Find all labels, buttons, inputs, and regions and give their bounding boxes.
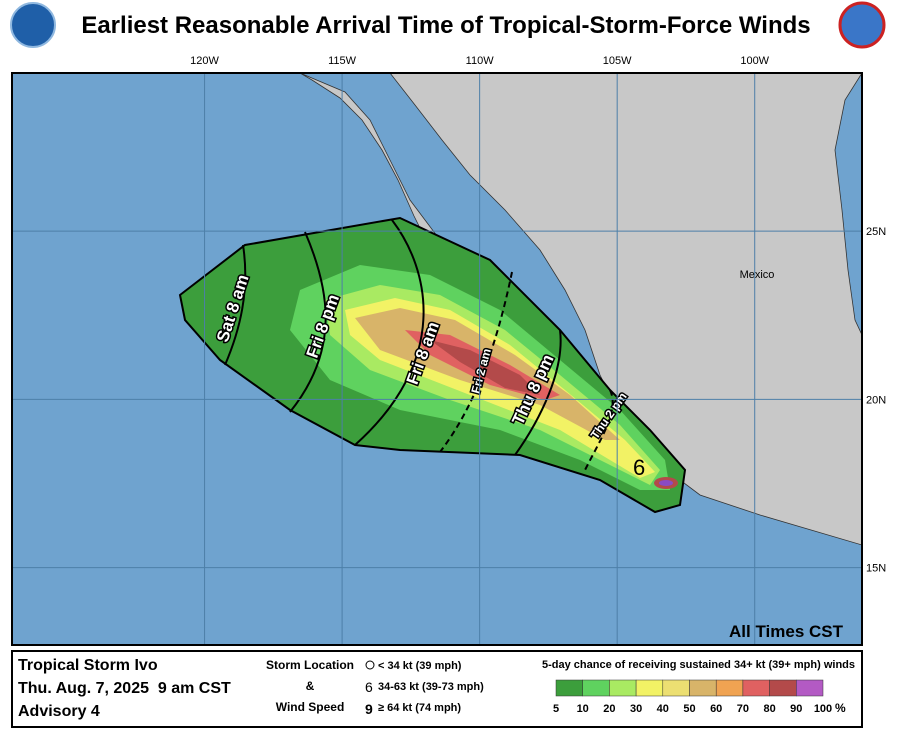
legend-swatch <box>662 679 690 697</box>
land <box>389 73 862 546</box>
advisory-time: Thu. Aug. 7, 2025 9 am CST <box>18 680 231 697</box>
legend-tick: 40 <box>657 703 669 715</box>
gulf <box>834 73 862 336</box>
lon-label: 120W <box>190 55 219 67</box>
lon-label: 105W <box>603 55 632 67</box>
legend-swatch <box>609 679 637 697</box>
legend-tick: 80 <box>763 703 775 715</box>
legend-swatch <box>635 679 664 697</box>
legend-tick: 20 <box>603 703 615 715</box>
swath <box>430 340 540 395</box>
storm-symbol: 6 <box>633 455 645 480</box>
legend-tick: 10 <box>577 703 589 715</box>
map-frame <box>11 72 863 646</box>
storm-name: Tropical Storm Ivo <box>18 657 158 674</box>
advisory-number: Advisory 4 <box>18 703 100 720</box>
lon-label: 115W <box>328 55 357 67</box>
key-symbol: 6 <box>365 679 373 695</box>
lat-label: 15N <box>866 563 886 575</box>
legend-tick: 5 <box>553 703 559 715</box>
map: 6 Mexico Sat 8 am Fri 8 pm Fri 8 am Fri … <box>12 73 862 645</box>
legend: 5 10 20 30 40 50 60 70 80 90 100% <box>553 679 846 715</box>
noaa-logo <box>10 2 56 48</box>
legend-tick: 60 <box>710 703 722 715</box>
title: Earliest Reasonable Arrival Time of Trop… <box>81 12 810 39</box>
key-item: 34-63 kt (39-73 mph) <box>378 681 484 693</box>
key-title: Storm Location <box>266 658 354 672</box>
legend-swatch <box>582 679 610 697</box>
legend-tick: 50 <box>683 703 695 715</box>
swath <box>659 480 673 486</box>
legend-swatch <box>769 679 797 697</box>
legend-tick: 100 <box>814 703 832 715</box>
legend-swatch <box>742 679 770 697</box>
arrival-lines <box>224 219 614 471</box>
legend-unit: % <box>835 701 846 715</box>
lon-label: 100W <box>740 55 769 67</box>
key-item: ≥ 64 kt (74 mph) <box>378 702 461 714</box>
legend-tick: 70 <box>737 703 749 715</box>
legend-tick: 30 <box>630 703 642 715</box>
legend-swatch <box>555 679 583 697</box>
key-symbol: 9 <box>365 701 373 717</box>
legend-swatch <box>715 679 744 697</box>
time-note: All Times CST <box>729 622 844 641</box>
nws-logo <box>838 1 886 49</box>
country-label: Mexico <box>740 269 775 281</box>
lat-label: 20N <box>866 394 886 406</box>
lat-label: 25N <box>866 226 886 238</box>
key-title: & <box>306 679 315 693</box>
key-symbol <box>365 660 375 670</box>
legend-tick: 90 <box>790 703 802 715</box>
legend-title: 5-day chance of receiving sustained 34+ … <box>542 659 855 671</box>
legend-swatch <box>796 679 824 697</box>
legend-swatch <box>689 679 717 697</box>
lon-label: 110W <box>466 55 495 67</box>
key-title: Wind Speed <box>276 700 345 714</box>
key-item: < 34 kt (39 mph) <box>378 660 462 672</box>
axes: 120W 115W 110W 105W 100W 25N 20N 15N <box>190 55 886 575</box>
graticule <box>12 73 862 645</box>
